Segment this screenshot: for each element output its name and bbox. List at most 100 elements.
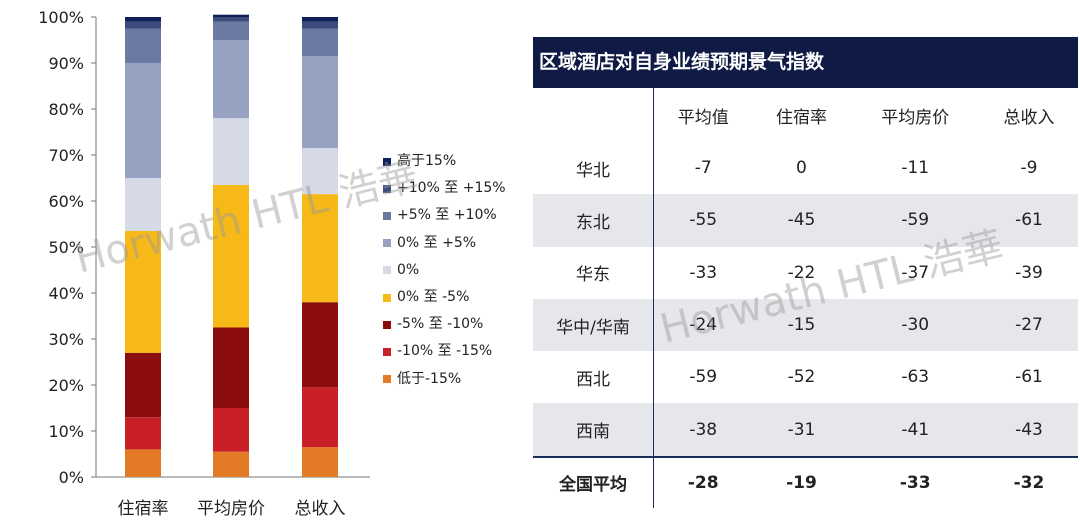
table-cell: -24 [654,299,753,351]
bar-segment [125,449,161,477]
table-header-row: 平均值 住宿率 平均房价 总收入 [533,88,1078,142]
bar-segment [125,17,161,22]
legend-swatch [383,321,391,329]
legend-swatch [383,294,391,302]
bar-segment [302,17,338,22]
bar-segment [302,194,338,302]
legend-swatch [383,348,391,356]
legend-swatch [383,185,391,193]
table-cell: -15 [752,299,850,351]
table-cell: -61 [980,194,1078,246]
table-cell: 全国平均 [533,457,654,508]
x-tick-label: 住宿率 [118,499,169,519]
legend-label: 0% 至 -5% [397,284,469,311]
legend-label: 高于15% [397,148,456,175]
bar-segment [213,185,249,328]
legend-label: +5% 至 +10% [397,202,497,229]
legend-item: 高于15% [383,148,506,175]
table-total-row: 全国平均 -28 -19 -33 -32 [533,457,1078,508]
bar-segment [125,22,161,29]
legend-item: -5% 至 -10% [383,311,506,338]
y-tick-label: 80% [48,100,84,119]
chart-legend: 高于15% +10% 至 +15% +5% 至 +10% 0% 至 +5% 0% 0% 至… [383,148,506,393]
y-tick-label: 70% [48,146,84,165]
table-cell: -45 [752,194,850,246]
table-cell: 华东 [533,247,654,299]
index-table: 区域酒店对自身业绩预期景气指数 平均值 住宿率 平均房价 总收入 华北 -7 0 -11 -9… [533,37,1078,508]
bar-segment [302,56,338,148]
legend-item: 0% [383,257,506,284]
table-header-cell: 总收入 [980,88,1078,142]
legend-label: -5% 至 -10% [397,311,483,338]
legend-item: 0% 至 +5% [383,230,506,257]
table-cell: -31 [752,403,850,456]
table-cell: -33 [850,457,979,508]
table-cell: -7 [654,142,753,194]
legend-item: 低于-15% [383,366,506,393]
table-cell: 华北 [533,142,654,194]
table-cell: -37 [850,247,979,299]
table-row: 华东 -33 -22 -37 -39 [533,247,1078,299]
table-cell: -19 [752,457,850,508]
y-tick-label: 50% [48,238,84,257]
legend-item: -10% 至 -15% [383,338,506,365]
legend-label: 0% 至 +5% [397,230,476,257]
y-tick-label: 60% [48,192,84,211]
bar-segment [302,22,338,29]
legend-label: -10% 至 -15% [397,338,492,365]
legend-label: 0% [397,257,419,284]
bar-segment [213,328,249,409]
y-tick-label: 20% [48,376,84,395]
table-cell: -39 [980,247,1078,299]
table-cell: -38 [654,403,753,456]
x-tick-label: 总收入 [295,499,346,519]
table-cell: -55 [654,194,753,246]
bar-segment [213,22,249,40]
bar-segment [302,387,338,447]
bar-segment [213,408,249,452]
legend-label: 低于-15% [397,366,461,393]
table-row: 华中/华南 -24 -15 -30 -27 [533,299,1078,351]
legend-swatch [383,239,391,247]
table-row: 西北 -59 -52 -63 -61 [533,351,1078,403]
bar-segment [125,353,161,417]
legend-swatch [383,158,391,166]
table-cell: -22 [752,247,850,299]
bar-segment [302,302,338,387]
y-tick-label: 100% [38,8,84,27]
legend-item: +10% 至 +15% [383,175,506,202]
bar-segment [125,417,161,449]
table-cell: -61 [980,351,1078,403]
table-cell: -63 [850,351,979,403]
stacked-bar-chart: 0% 10% 20% 30% 40% 50% 60% 70% 80% 90% 100% 住宿率 平均房价… [0,0,380,531]
legend-swatch [383,266,391,274]
bar-segment [302,148,338,194]
table-header-cell: 住宿率 [752,88,850,142]
bar-segment [213,40,249,118]
legend-item: 0% 至 -5% [383,284,506,311]
table-cell: 西南 [533,403,654,456]
table-row: 西南 -38 -31 -41 -43 [533,403,1078,456]
table-cell: -33 [654,247,753,299]
bar-segment [213,17,249,22]
x-tick-label: 平均房价 [197,499,265,519]
y-tick-label: 90% [48,54,84,73]
table-cell: -11 [850,142,979,194]
bar-segment [125,29,161,64]
table-cell: -43 [980,403,1078,456]
y-tick-label: 40% [48,284,84,303]
bar-segment [302,447,338,477]
table-header-cell: 平均值 [654,88,753,142]
bar-segment [125,63,161,178]
table-cell: 东北 [533,194,654,246]
table-row: 东北 -55 -45 -59 -61 [533,194,1078,246]
bar-segment [125,231,161,353]
table-cell: -52 [752,351,850,403]
table-header-cell: 平均房价 [850,88,979,142]
table-cell: -59 [654,351,753,403]
table-cell: 0 [752,142,850,194]
bar-segment [213,15,249,17]
table-cell: -59 [850,194,979,246]
y-tick-label: 10% [48,422,84,441]
y-tick-label: 30% [48,330,84,349]
